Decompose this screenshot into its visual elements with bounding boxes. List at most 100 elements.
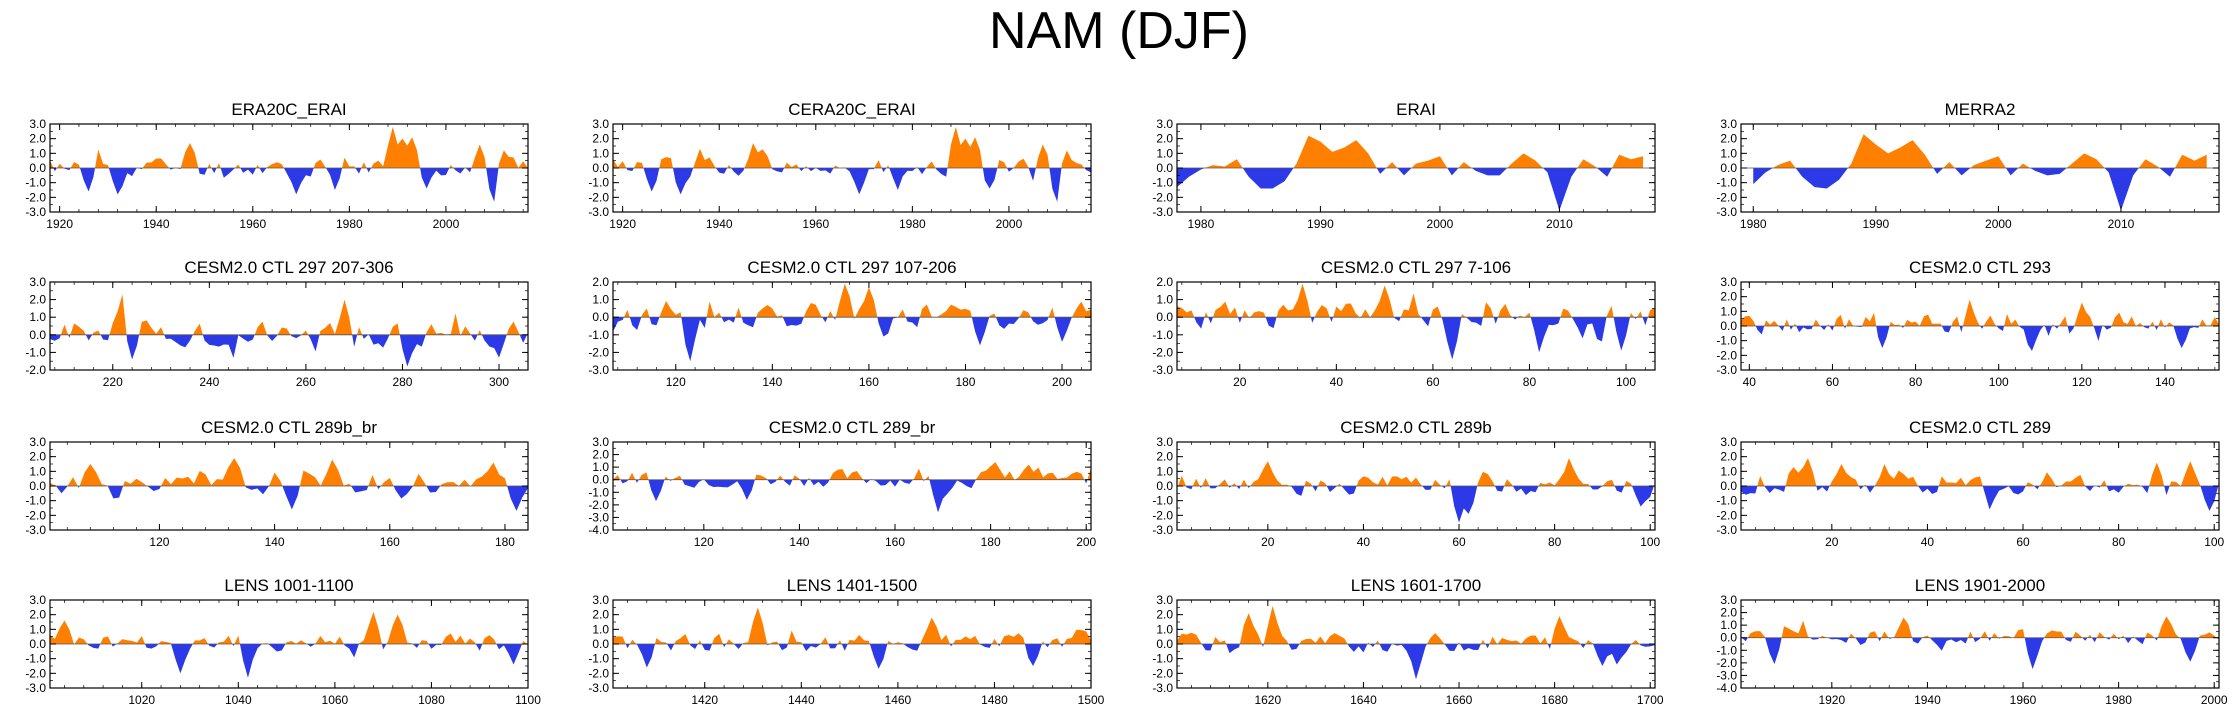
y-tick-label: 3.0 <box>29 593 46 607</box>
x-tick-label: 1660 <box>1446 693 1473 707</box>
y-tick-label: 0.0 <box>29 637 46 651</box>
y-tick-label: -1.0 <box>1716 176 1737 190</box>
y-tick-label: 2.0 <box>1720 290 1737 304</box>
y-tick-label: 0.0 <box>592 161 609 175</box>
panel-title: LENS 1601-1700 <box>1351 576 1481 595</box>
y-tick-label: 3.0 <box>1156 593 1173 607</box>
y-tick-label: 0.0 <box>592 310 609 324</box>
y-tick-label: -3.0 <box>1152 681 1173 695</box>
y-tick-label: -3.0 <box>1716 523 1737 537</box>
y-tick-label: 1.0 <box>1720 464 1737 478</box>
y-tick-label: 0.0 <box>1720 631 1737 645</box>
y-tick-label: 1.0 <box>592 146 609 160</box>
x-tick-label: 180 <box>981 535 1001 549</box>
negative-anomaly-area <box>613 317 1072 362</box>
positive-anomaly-area <box>50 611 528 644</box>
y-tick-label: -2.0 <box>588 498 609 512</box>
y-tick-label: 1.0 <box>29 622 46 636</box>
y-tick-label: 2.0 <box>592 448 609 462</box>
y-tick-label: -2.0 <box>25 508 46 522</box>
y-tick-label: -2.0 <box>1716 348 1737 362</box>
x-tick-label: 80 <box>1548 535 1562 549</box>
y-tick-label: 0.0 <box>1720 479 1737 493</box>
y-tick-label: 0.0 <box>1720 161 1737 175</box>
positive-anomaly-area <box>1177 458 1655 486</box>
nam-panel: ERAI 3.02.01.00.0-1.0-2.0-3.0 1980 1990 2000… <box>1152 100 1656 231</box>
panel-title: CESM2.0 CTL 297 107-206 <box>747 258 956 277</box>
x-tick-label: 140 <box>789 535 809 549</box>
y-tick-label: -2.0 <box>25 363 46 377</box>
negative-anomaly-area <box>1741 326 2219 351</box>
panel-title: LENS 1401-1500 <box>787 576 917 595</box>
y-tick-label: -2.0 <box>1716 508 1737 522</box>
x-tick-label: 120 <box>666 375 686 389</box>
y-tick-label: 2.0 <box>592 608 609 622</box>
panel-title: LENS 1901-2000 <box>1915 576 2045 595</box>
positive-anomaly-area <box>1177 605 1655 644</box>
positive-anomaly-area <box>50 458 528 486</box>
nam-panel: CERA20C_ERAI 3.02.01.00.0-1.0-2.0-3.01920… <box>588 100 1092 231</box>
x-tick-label: 1940 <box>706 217 733 231</box>
x-tick-label: 140 <box>2155 375 2175 389</box>
y-tick-label: 1.0 <box>1156 622 1173 636</box>
positive-anomaly-area <box>60 294 528 335</box>
x-tick-label: 60 <box>2016 535 2030 549</box>
x-tick-label: 100 <box>1989 375 2009 389</box>
x-tick-label: 1920 <box>1818 693 1845 707</box>
y-tick-label: -3.0 <box>588 681 609 695</box>
x-tick-label: 20 <box>1825 535 1839 549</box>
y-tick-label: -3.0 <box>1152 363 1173 377</box>
panel-title: CESM2.0 CTL 297 207-306 <box>184 258 393 277</box>
y-tick-label: -2.0 <box>25 666 46 680</box>
x-tick-label: 120 <box>149 535 169 549</box>
x-tick-label: 40 <box>1330 375 1344 389</box>
y-tick-label: 2.0 <box>592 275 609 289</box>
y-tick-label: 3.0 <box>592 117 609 131</box>
x-tick-label: 160 <box>885 535 905 549</box>
nam-panel: CESM2.0 CTL 297 7-106 2.0 1.0 0.0 -1.0 -2.0 -3… <box>1152 258 1656 389</box>
y-tick-label: -1.0 <box>588 652 609 666</box>
x-tick-label: 260 <box>296 375 316 389</box>
panel-title: CESM2.0 CTL 289 <box>1909 418 2051 437</box>
y-tick-label: 1.0 <box>1156 146 1173 160</box>
y-tick-label: 3.0 <box>1720 117 1737 131</box>
x-tick-label: 200 <box>1052 375 1072 389</box>
plot-frame <box>612 441 1092 531</box>
y-tick-label: -1.0 <box>588 328 609 342</box>
negative-anomaly-area <box>613 168 1091 202</box>
x-tick-label: 1920 <box>609 217 636 231</box>
y-tick-label: -1.0 <box>1152 328 1173 342</box>
x-tick-label: 1980 <box>1740 217 1767 231</box>
x-tick-label: 60 <box>1826 375 1840 389</box>
y-tick-label: -3.0 <box>25 523 46 537</box>
positive-anomaly-area <box>613 607 1091 644</box>
x-tick-label: 2010 <box>1546 217 1573 231</box>
y-tick-label: 1.0 <box>29 464 46 478</box>
x-tick-label: 40 <box>1921 535 1935 549</box>
y-tick-label: -3.0 <box>1152 205 1173 219</box>
x-tick-label: 1460 <box>885 693 912 707</box>
y-tick-label: 0.0 <box>1156 161 1173 175</box>
y-tick-label: 1.0 <box>1720 146 1737 160</box>
y-tick-label: 3.0 <box>29 435 46 449</box>
panel-title: CESM2.0 CTL 297 7-106 <box>1321 258 1511 277</box>
x-tick-label: 1500 <box>1078 693 1105 707</box>
y-tick-label: -3.0 <box>25 681 46 695</box>
panel-title: ERAI <box>1396 100 1436 119</box>
y-tick-label: 2.0 <box>1156 450 1173 464</box>
negative-anomaly-area <box>50 168 528 202</box>
x-tick-label: 1480 <box>981 693 1008 707</box>
nam-panel: CESM2.0 CTL 297 207-306 3.0 2.0 1.0 0.0 -1.0 -… <box>25 258 529 389</box>
negative-anomaly-area <box>1753 168 2207 211</box>
y-tick-label: 3.0 <box>592 435 609 449</box>
x-tick-label: 1960 <box>2010 693 2037 707</box>
panel-title: ERA20C_ERAI <box>231 100 346 119</box>
y-tick-label: 2.0 <box>1156 132 1173 146</box>
negative-anomaly-area <box>1177 486 1655 523</box>
x-tick-label: 1990 <box>1862 217 1889 231</box>
negative-anomaly-area <box>50 334 528 367</box>
y-tick-label: 3.0 <box>1720 435 1737 449</box>
x-tick-label: 1980 <box>2105 693 2132 707</box>
x-tick-label: 1980 <box>336 217 363 231</box>
